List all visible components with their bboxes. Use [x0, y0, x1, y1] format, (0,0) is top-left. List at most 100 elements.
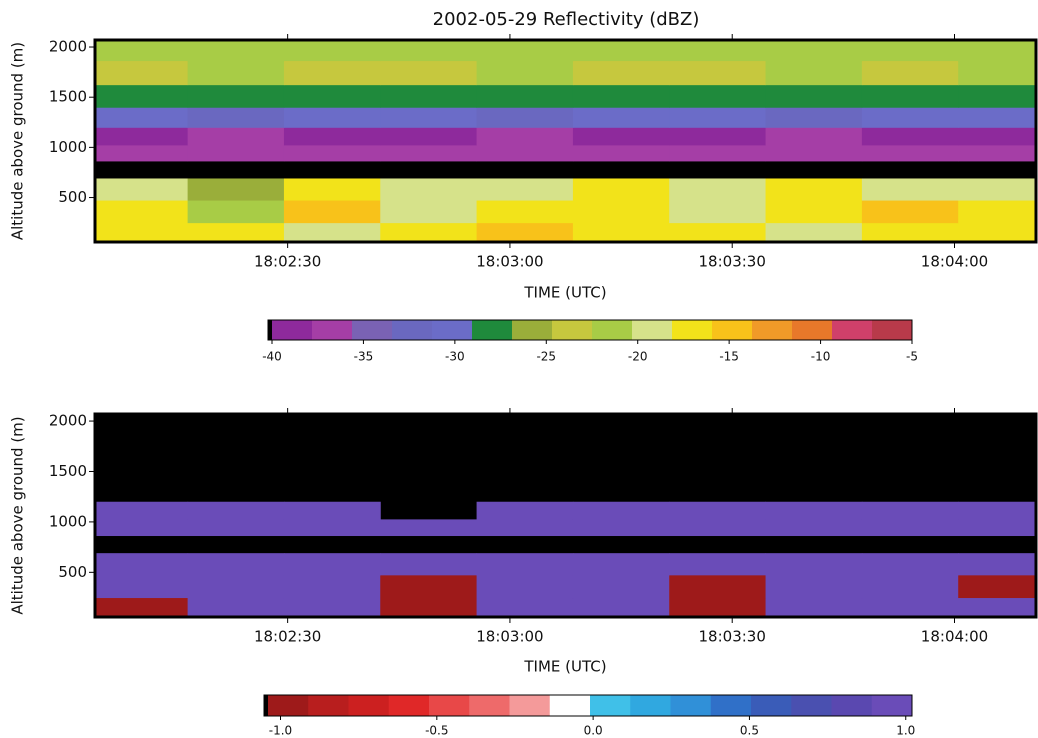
heatmap-cell [861, 574, 959, 599]
y-tick-label: 1500 [49, 88, 87, 106]
colorbar-swatch [752, 320, 793, 340]
colorbar-swatch [590, 695, 631, 716]
heatmap-cell [861, 40, 959, 62]
heatmap-cell [572, 84, 670, 108]
heatmap-cell [861, 127, 959, 146]
heatmap-cell [380, 519, 478, 537]
colorbar-swatch [549, 695, 591, 716]
heatmap-cell [861, 501, 959, 520]
colorbar-swatch [751, 695, 792, 716]
heatmap-cell [765, 127, 863, 146]
heatmap-cell [572, 553, 670, 576]
heatmap-cell [187, 60, 285, 86]
heatmap-cell [95, 519, 189, 537]
heatmap-cell [765, 222, 863, 243]
heatmap-cell [958, 519, 1037, 537]
heatmap-cell [95, 178, 189, 201]
x-tick-label: 18:03:00 [476, 628, 543, 646]
heatmap-cell [95, 553, 189, 576]
heatmap-cell [765, 200, 863, 224]
heatmap-cell [476, 222, 574, 243]
heatmap-cell [380, 107, 478, 128]
colorbar-tick-label: -40 [262, 350, 282, 364]
heatmap-cell [958, 107, 1037, 128]
y-tick-label: 1000 [49, 138, 87, 156]
colorbar-swatch [871, 695, 913, 716]
plot-frame [93, 38, 1038, 244]
heatmap-cell [669, 501, 767, 520]
heatmap-cell [380, 84, 478, 108]
heatmap-cell [187, 178, 285, 201]
y-tick-label: 2000 [49, 412, 87, 430]
y-axis-label: Altitude above ground (m) [9, 416, 27, 614]
colorbar-swatch [392, 320, 433, 340]
heatmap-cell [187, 40, 285, 62]
heatmap-cell [95, 200, 189, 224]
x-tick-label: 18:03:00 [476, 253, 543, 271]
colorbar-swatch [672, 320, 713, 340]
colorbar-swatch [352, 320, 393, 340]
heatmap-cell [95, 40, 189, 62]
colorbar-swatch [712, 320, 753, 340]
heatmap-cell [669, 574, 767, 599]
heatmap-cell [958, 200, 1037, 224]
heatmap-cell [187, 574, 285, 599]
heatmap-cell [476, 519, 574, 537]
heatmap-cell [765, 519, 863, 537]
heatmap-cell [958, 553, 1037, 576]
heatmap-cell [380, 574, 478, 599]
y-axis-label: Altitude above ground (m) [9, 42, 27, 240]
heatmap-cell [669, 144, 767, 162]
heatmap-cell [380, 60, 478, 86]
heatmap-cell [476, 40, 574, 62]
heatmap-cell [187, 84, 285, 108]
colorbar-swatch [710, 695, 752, 716]
heatmap-cell [380, 127, 478, 146]
colorbar-tick-label: -35 [354, 350, 374, 364]
x-tick-label: 18:03:30 [699, 628, 766, 646]
colorbar-frame [263, 694, 913, 717]
heatmap-cell [283, 222, 381, 243]
heatmap-cell [476, 178, 574, 201]
y-tick-label: 1000 [49, 512, 87, 530]
y-tick-label: 1500 [49, 462, 87, 480]
colorbar-tick-label: 1.0 [896, 724, 915, 738]
heatmap-cell [572, 60, 670, 86]
heatmap-cell [380, 40, 478, 62]
colorbar-end [268, 320, 272, 340]
heatmap-cell [765, 60, 863, 86]
colorbar-swatch [552, 320, 593, 340]
heatmap-cell [572, 501, 670, 520]
heatmap-cell [669, 40, 767, 62]
colorbar-swatch [831, 695, 873, 716]
heatmap-cell [765, 597, 863, 618]
heatmap-cell [95, 127, 189, 146]
heatmap-cell [476, 200, 574, 224]
heatmap-cell [476, 107, 574, 128]
heatmap-cell [95, 574, 189, 599]
heatmap-cell [283, 574, 381, 599]
heatmap-cell [380, 144, 478, 162]
colorbar-tick-label: 0.5 [740, 724, 759, 738]
colorbar-tick-label: -10 [811, 350, 831, 364]
heatmap-cell [283, 597, 381, 618]
heatmap-cell [572, 597, 670, 618]
heatmap-cell [187, 501, 285, 520]
colorbar-swatch [509, 695, 551, 716]
heatmap-cell [958, 60, 1037, 86]
heatmap-cell [476, 501, 574, 520]
x-tick-label: 18:04:00 [921, 253, 988, 271]
colorbar-swatch [432, 320, 473, 340]
heatmap-cell [476, 144, 574, 162]
colorbar-swatch [791, 695, 832, 716]
colorbar-swatch [472, 320, 513, 340]
heatmap-cell [669, 553, 767, 576]
colorbar-swatch [272, 320, 313, 340]
heatmap-cell [669, 107, 767, 128]
heatmap-cell [669, 200, 767, 224]
heatmap-cell [95, 107, 189, 128]
heatmap-cell [476, 597, 574, 618]
colorbar-tick-label: -25 [536, 350, 556, 364]
colorbar-swatch [832, 320, 873, 340]
